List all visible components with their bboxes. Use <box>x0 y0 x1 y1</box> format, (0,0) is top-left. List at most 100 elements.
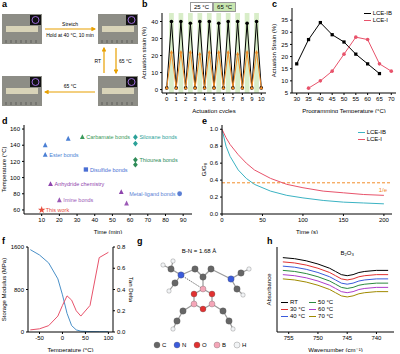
svg-text:100: 100 <box>103 335 114 341</box>
svg-text:Actuation strain (%): Actuation strain (%) <box>141 27 147 79</box>
svg-text:0.8: 0.8 <box>210 143 219 149</box>
svg-text:Carbamate bonds: Carbamate bonds <box>86 134 130 140</box>
svg-text:5: 5 <box>285 90 289 96</box>
svg-text:0.4: 0.4 <box>117 287 126 293</box>
svg-text:C: C <box>162 342 167 348</box>
svg-text:1: 1 <box>175 96 179 102</box>
svg-text:1600: 1600 <box>11 244 25 250</box>
svg-text:7: 7 <box>231 96 235 102</box>
svg-text:Siloxane bonds: Siloxane bonds <box>139 134 177 140</box>
svg-text:Temperature (°C): Temperature (°C) <box>47 347 93 352</box>
svg-text:30: 30 <box>151 36 158 42</box>
svg-text:30: 30 <box>74 217 81 223</box>
svg-text:0.6: 0.6 <box>210 160 219 166</box>
svg-text:755: 755 <box>284 335 295 341</box>
svg-text:N: N <box>182 342 186 348</box>
svg-text:0.0: 0.0 <box>210 211 219 217</box>
svg-text:Ester bonds: Ester bonds <box>49 152 79 158</box>
svg-text:65 °C: 65 °C <box>119 58 132 64</box>
svg-text:0: 0 <box>61 335 65 341</box>
svg-text:0.8: 0.8 <box>117 244 126 250</box>
svg-text:90: 90 <box>180 217 187 223</box>
svg-text:0.2: 0.2 <box>117 308 126 314</box>
svg-text:50: 50 <box>82 335 89 341</box>
svg-text:0.0: 0.0 <box>117 329 126 335</box>
svg-text:Hold at 40 °C, 10 min: Hold at 40 °C, 10 min <box>46 32 94 38</box>
svg-text:Time (s): Time (s) <box>296 229 318 234</box>
svg-text:15: 15 <box>281 66 288 72</box>
svg-text:-50: -50 <box>35 335 44 341</box>
svg-text:60: 60 <box>364 96 371 102</box>
svg-text:40: 40 <box>91 217 98 223</box>
svg-text:Programming Temperature (°C): Programming Temperature (°C) <box>302 108 386 113</box>
svg-text:65: 65 <box>376 96 383 102</box>
svg-text:740: 740 <box>371 335 382 341</box>
svg-text:20: 20 <box>151 53 158 59</box>
svg-text:65 °C: 65 °C <box>64 83 77 89</box>
svg-text:10: 10 <box>151 70 158 76</box>
svg-text:0.6: 0.6 <box>117 265 126 271</box>
svg-text:Imine bonds: Imine bonds <box>63 197 93 203</box>
svg-text:0.4: 0.4 <box>210 177 219 183</box>
svg-text:150: 150 <box>338 217 349 223</box>
svg-text:9: 9 <box>250 96 254 102</box>
svg-text:45: 45 <box>329 96 336 102</box>
svg-text:10: 10 <box>281 78 288 84</box>
svg-text:Actuation cycles: Actuation cycles <box>192 108 235 113</box>
svg-text:RT: RT <box>94 58 101 64</box>
svg-text:40: 40 <box>317 96 324 102</box>
svg-text:30: 30 <box>281 29 288 35</box>
svg-text:Tan Delta: Tan Delta <box>128 277 134 303</box>
svg-text:0: 0 <box>220 217 224 223</box>
svg-text:35: 35 <box>305 96 312 102</box>
svg-text:Disulfide bonds: Disulfide bonds <box>90 167 128 173</box>
svg-text:B₂O₃: B₂O₃ <box>340 250 354 256</box>
svg-text:6: 6 <box>222 96 226 102</box>
svg-text:G/G₀: G/G₀ <box>201 162 207 176</box>
svg-text:745: 745 <box>342 335 353 341</box>
svg-text:B-N = 1.68 Å: B-N = 1.68 Å <box>182 248 217 254</box>
svg-text:30: 30 <box>293 96 300 102</box>
svg-text:H: H <box>242 342 246 348</box>
svg-text:0: 0 <box>155 87 159 93</box>
svg-text:100: 100 <box>10 175 21 181</box>
svg-text:5: 5 <box>212 96 216 102</box>
svg-text:Time (min): Time (min) <box>94 229 122 234</box>
svg-text:25: 25 <box>281 42 288 48</box>
svg-text:800: 800 <box>14 287 25 293</box>
svg-text:Thiourea bonds: Thiourea bonds <box>139 157 177 163</box>
svg-text:20: 20 <box>281 54 288 60</box>
svg-text:35: 35 <box>281 17 288 23</box>
svg-text:120: 120 <box>10 159 21 165</box>
svg-text:O: O <box>202 342 207 348</box>
svg-text:100: 100 <box>298 217 309 223</box>
svg-text:80: 80 <box>162 217 169 223</box>
svg-text:160: 160 <box>10 126 21 132</box>
svg-text:4: 4 <box>203 96 207 102</box>
svg-text:Temperature (°C): Temperature (°C) <box>1 146 7 192</box>
svg-text:This work: This work <box>46 207 70 213</box>
svg-text:Anhydride chemistry: Anhydride chemistry <box>55 181 105 187</box>
svg-text:Storage Modulus (MPa): Storage Modulus (MPa) <box>1 258 7 321</box>
svg-text:70: 70 <box>144 217 151 223</box>
svg-text:40: 40 <box>151 19 158 25</box>
svg-text:Stretch: Stretch <box>62 21 78 27</box>
svg-text:140: 140 <box>10 142 21 148</box>
svg-text:0: 0 <box>21 329 25 335</box>
svg-text:70: 70 <box>388 96 395 102</box>
svg-text:Actuation Strain (%): Actuation Strain (%) <box>271 24 277 77</box>
svg-text:Absorbance: Absorbance <box>266 273 272 306</box>
svg-text:20: 20 <box>56 217 63 223</box>
svg-text:2: 2 <box>184 96 188 102</box>
svg-text:Wavenumber (cm⁻¹): Wavenumber (cm⁻¹) <box>308 347 362 352</box>
svg-text:50: 50 <box>341 96 348 102</box>
svg-text:3: 3 <box>193 96 197 102</box>
svg-text:10: 10 <box>38 217 45 223</box>
svg-text:1.0: 1.0 <box>210 126 219 132</box>
svg-text:50: 50 <box>109 217 116 223</box>
svg-text:0.2: 0.2 <box>210 194 219 200</box>
svg-text:60: 60 <box>13 207 20 213</box>
svg-text:55: 55 <box>352 96 359 102</box>
svg-text:1/e: 1/e <box>379 187 388 193</box>
svg-text:0: 0 <box>165 96 169 102</box>
